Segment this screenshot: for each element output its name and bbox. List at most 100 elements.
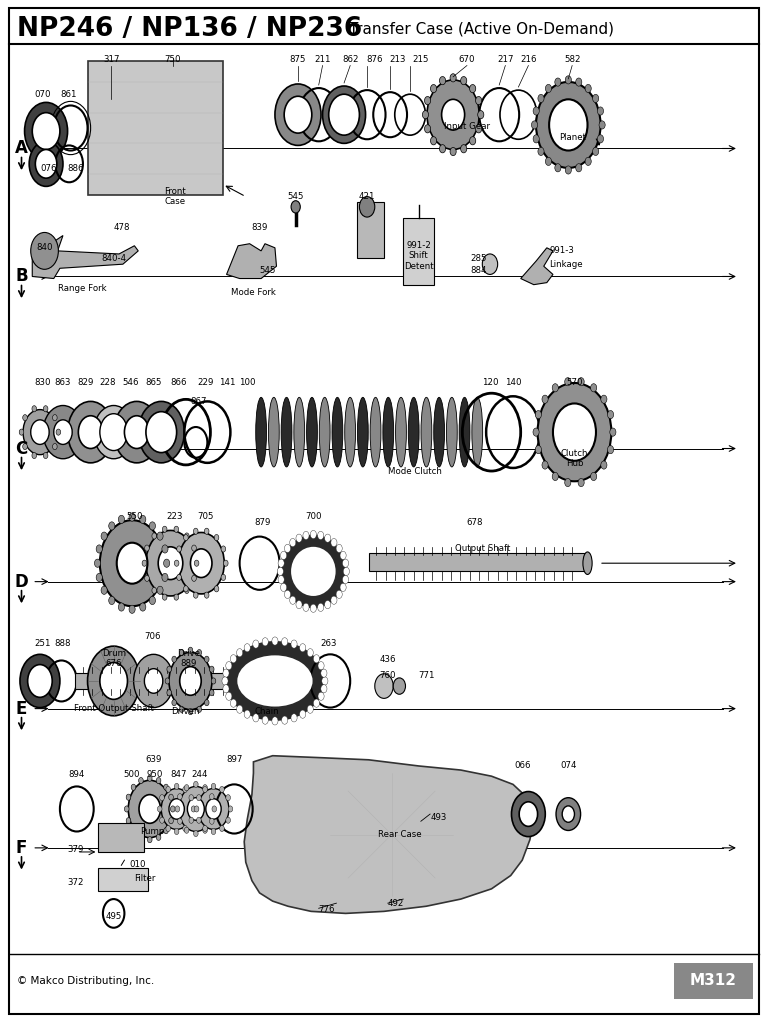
Text: 676: 676 [105, 659, 122, 668]
Circle shape [554, 164, 561, 172]
Text: C: C [15, 439, 28, 458]
Ellipse shape [269, 397, 280, 467]
Circle shape [194, 528, 198, 535]
Circle shape [94, 406, 134, 459]
Text: 372: 372 [67, 879, 84, 887]
Circle shape [144, 575, 149, 582]
Circle shape [96, 545, 102, 553]
Text: Range Fork: Range Fork [58, 285, 106, 293]
Circle shape [272, 717, 278, 725]
Circle shape [336, 590, 343, 598]
Circle shape [533, 135, 539, 143]
Circle shape [531, 121, 538, 129]
Circle shape [28, 665, 52, 697]
Circle shape [172, 656, 177, 663]
Circle shape [562, 806, 574, 822]
Circle shape [336, 545, 343, 553]
Ellipse shape [256, 397, 266, 467]
Text: Output Shaft: Output Shaft [455, 545, 510, 553]
Circle shape [576, 78, 582, 86]
Ellipse shape [281, 397, 292, 467]
Text: 771: 771 [419, 672, 435, 680]
Text: D: D [15, 572, 28, 591]
Circle shape [147, 837, 152, 843]
Ellipse shape [345, 397, 356, 467]
Text: 478: 478 [113, 223, 130, 231]
Circle shape [578, 378, 584, 386]
Text: 865: 865 [145, 379, 162, 387]
Circle shape [533, 428, 539, 436]
Circle shape [578, 478, 584, 486]
Circle shape [331, 539, 337, 547]
Circle shape [165, 678, 170, 684]
Circle shape [68, 401, 114, 463]
Text: 141: 141 [219, 379, 236, 387]
Text: 570: 570 [566, 379, 583, 387]
Text: Drive: Drive [177, 649, 200, 657]
Text: 066: 066 [514, 762, 531, 770]
Polygon shape [227, 244, 276, 279]
Circle shape [129, 513, 135, 521]
Text: 861: 861 [61, 90, 78, 98]
Circle shape [129, 605, 135, 613]
Circle shape [576, 164, 582, 172]
Circle shape [244, 710, 250, 718]
Circle shape [431, 85, 437, 93]
Polygon shape [521, 248, 553, 285]
Circle shape [280, 551, 286, 559]
Circle shape [564, 378, 571, 386]
Circle shape [469, 85, 475, 93]
Circle shape [197, 649, 201, 655]
Ellipse shape [421, 397, 432, 467]
Circle shape [118, 515, 124, 523]
Circle shape [146, 412, 177, 453]
Circle shape [221, 546, 226, 552]
Circle shape [164, 784, 168, 791]
Circle shape [442, 99, 465, 130]
Circle shape [203, 827, 207, 834]
Circle shape [35, 150, 57, 178]
Ellipse shape [396, 397, 406, 467]
Circle shape [149, 522, 155, 530]
Circle shape [290, 596, 296, 604]
Circle shape [206, 799, 221, 819]
Circle shape [156, 777, 161, 783]
Circle shape [177, 818, 182, 824]
Circle shape [223, 560, 228, 566]
Circle shape [19, 429, 24, 435]
Text: © Makco Distributing, Inc.: © Makco Distributing, Inc. [17, 976, 154, 986]
Circle shape [331, 596, 337, 604]
Circle shape [307, 648, 313, 656]
Ellipse shape [357, 397, 368, 467]
Circle shape [180, 707, 184, 713]
Circle shape [593, 147, 599, 156]
Text: B: B [15, 267, 28, 286]
Circle shape [169, 817, 174, 823]
Circle shape [469, 136, 475, 144]
Text: 493: 493 [430, 813, 446, 821]
Circle shape [223, 685, 229, 693]
Circle shape [542, 461, 548, 469]
Circle shape [425, 125, 431, 133]
Circle shape [278, 559, 284, 567]
Circle shape [321, 669, 327, 677]
Circle shape [109, 596, 115, 604]
Circle shape [237, 706, 243, 714]
Circle shape [226, 662, 232, 670]
Text: Linkage: Linkage [549, 260, 583, 268]
Bar [369, 553, 588, 571]
Ellipse shape [472, 397, 482, 467]
Bar [98, 823, 144, 852]
Circle shape [160, 817, 164, 823]
Circle shape [461, 77, 467, 85]
Circle shape [164, 827, 168, 834]
Circle shape [290, 539, 296, 547]
Text: 889: 889 [180, 659, 197, 668]
Text: 263: 263 [320, 639, 337, 647]
Circle shape [565, 166, 571, 174]
Circle shape [162, 545, 168, 553]
Text: 875: 875 [290, 55, 306, 63]
Circle shape [109, 522, 115, 530]
Circle shape [222, 677, 228, 685]
Circle shape [23, 410, 57, 455]
